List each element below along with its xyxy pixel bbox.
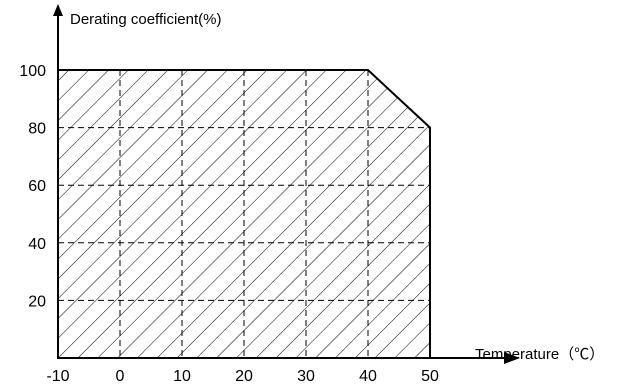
y-tick-label: 100 bbox=[19, 63, 46, 80]
y-tick-label: 80 bbox=[28, 121, 46, 138]
x-tick-label: 10 bbox=[173, 368, 191, 385]
x-tick-label: 50 bbox=[421, 368, 439, 385]
y-tick-label: 20 bbox=[28, 293, 46, 310]
x-axis-title: Temperature（℃） bbox=[475, 346, 604, 363]
x-tick-label: 30 bbox=[297, 368, 315, 385]
y-axis-title: Derating coefficient(%) bbox=[70, 11, 221, 28]
y-tick-label: 40 bbox=[28, 236, 46, 253]
y-axis-arrow-icon bbox=[53, 4, 63, 16]
axes bbox=[53, 4, 520, 364]
x-tick-label: 0 bbox=[116, 368, 125, 385]
x-tick-labels: -10 0 10 20 30 40 50 bbox=[46, 368, 439, 385]
grid-lines bbox=[58, 70, 430, 358]
x-tick-label: 40 bbox=[359, 368, 377, 385]
x-tick-label: -10 bbox=[46, 368, 69, 385]
x-axis-arrow-icon bbox=[504, 352, 520, 364]
y-tick-labels: 20 40 60 80 100 bbox=[19, 63, 46, 310]
y-tick-label: 60 bbox=[28, 178, 46, 195]
x-tick-label: 20 bbox=[235, 368, 253, 385]
